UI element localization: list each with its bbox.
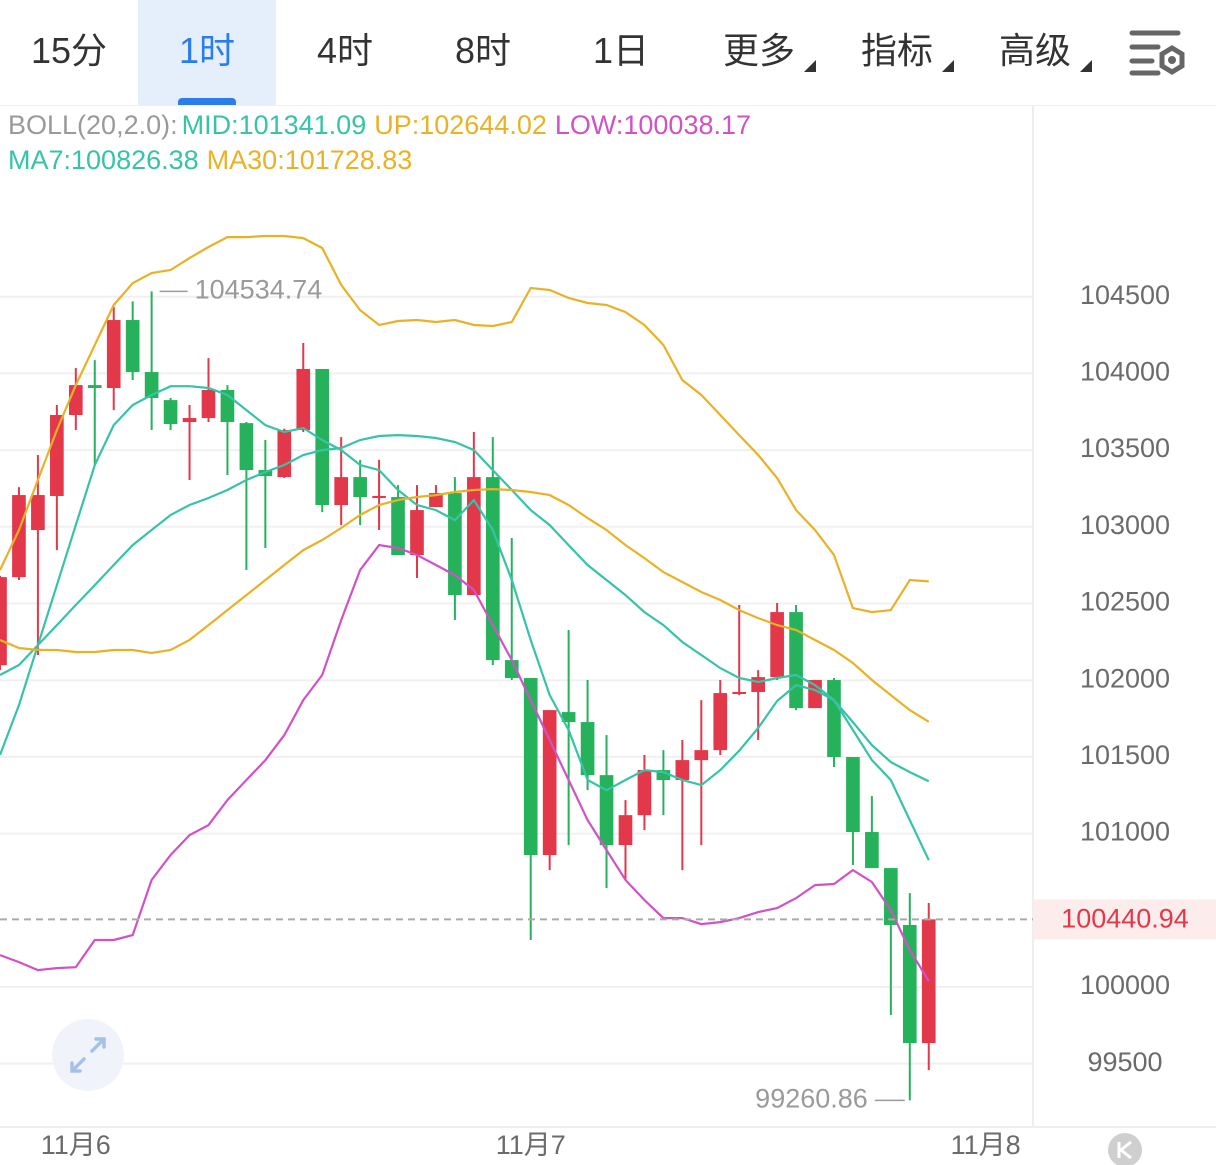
k-button[interactable] bbox=[1108, 1133, 1142, 1165]
candle-body bbox=[561, 712, 576, 723]
indicator-line bbox=[0, 234, 929, 614]
candle-body bbox=[353, 477, 367, 498]
y-tick-label: 101500 bbox=[1080, 740, 1170, 770]
candle-body bbox=[87, 385, 102, 388]
indicator-line bbox=[0, 385, 930, 861]
candle-body bbox=[106, 320, 121, 388]
candle-body bbox=[144, 372, 159, 398]
x-tick-label: 11月8 bbox=[951, 1130, 1021, 1160]
candle-body bbox=[827, 680, 841, 758]
last-price-box bbox=[1033, 899, 1216, 940]
tab[interactable]: 1日 bbox=[592, 30, 650, 71]
expand-button[interactable] bbox=[52, 1019, 124, 1091]
candle-body bbox=[372, 495, 386, 498]
candle-body bbox=[656, 770, 671, 781]
dropdown-arrow bbox=[942, 60, 954, 72]
candle-body bbox=[68, 385, 83, 415]
candle-body bbox=[125, 320, 140, 373]
candle-body bbox=[732, 691, 747, 694]
low-marker-label: 99260.86 bbox=[755, 1083, 868, 1113]
candle-body bbox=[751, 677, 765, 692]
tab[interactable]: 1时 bbox=[138, 0, 276, 105]
y-tick-label: 102500 bbox=[1080, 587, 1170, 617]
candle-body bbox=[713, 693, 728, 751]
candle-body bbox=[315, 368, 330, 506]
y-tick-label: 101000 bbox=[1080, 817, 1170, 847]
tab-bar: 15分 1时 4时 8时 1日 更多 指标 高级 bbox=[0, 0, 1216, 106]
candle-body bbox=[239, 423, 254, 471]
candle-body bbox=[201, 389, 216, 419]
candle-body bbox=[12, 495, 26, 578]
dropdown-arrow bbox=[804, 60, 816, 72]
candle-body bbox=[599, 775, 614, 846]
candle-body bbox=[580, 722, 595, 776]
y-tick-label: 103500 bbox=[1080, 433, 1170, 463]
tab[interactable]: 15分 bbox=[30, 30, 108, 71]
x-tick-label: 11月7 bbox=[496, 1130, 566, 1160]
candle-body bbox=[391, 497, 405, 556]
tab[interactable]: 更多 bbox=[722, 30, 795, 71]
grid bbox=[0, 295, 1033, 1065]
y-tick-label: 103000 bbox=[1080, 510, 1170, 540]
candle-body bbox=[163, 400, 178, 425]
legend-entry: UP:102644.02 bbox=[374, 110, 547, 140]
x-tick-label: 11月6 bbox=[41, 1130, 111, 1160]
candle-body bbox=[504, 660, 519, 679]
overlay: 99500 100000 101000 101500 102000 102500 10300… bbox=[0, 275, 1216, 1160]
candle-body bbox=[0, 577, 7, 666]
last-price-label: 100440.94 bbox=[1061, 903, 1189, 933]
y-tick-label: 100000 bbox=[1080, 970, 1170, 1000]
candle-body bbox=[618, 815, 633, 846]
candle-body bbox=[675, 760, 690, 781]
candle-body bbox=[921, 919, 936, 1044]
candle-body bbox=[902, 924, 917, 1044]
y-tick-label: 104500 bbox=[1080, 280, 1170, 310]
candle-body bbox=[467, 477, 481, 596]
candle-body bbox=[410, 510, 424, 556]
candle-body bbox=[770, 612, 784, 678]
candle-body bbox=[884, 868, 898, 925]
y-tick-label: 102000 bbox=[1080, 663, 1170, 693]
legend-entry: LOW:100038.17 bbox=[554, 110, 752, 140]
y-tick-label: 99500 bbox=[1087, 1047, 1162, 1077]
candle-body bbox=[334, 477, 348, 506]
legend-entry: MA7:100826.38 bbox=[8, 145, 199, 175]
high-marker-label: 104534.74 bbox=[195, 275, 323, 305]
tab[interactable]: 4时 bbox=[316, 30, 374, 71]
tab[interactable]: 指标 bbox=[860, 30, 933, 71]
dropdown-arrow bbox=[1080, 60, 1092, 72]
legend-entry: MA30:101728.83 bbox=[206, 145, 413, 175]
candle-body bbox=[31, 495, 45, 531]
candle-body bbox=[789, 612, 803, 709]
settings-icon[interactable] bbox=[1128, 28, 1190, 78]
indicator-line bbox=[0, 543, 930, 982]
y-tick-label: 104000 bbox=[1080, 357, 1170, 387]
candle-body bbox=[694, 750, 709, 761]
legend-row: MA7:100826.38 MA30:101728.83 bbox=[8, 143, 759, 178]
indicator-line bbox=[0, 487, 930, 723]
candle-body bbox=[296, 368, 311, 431]
candle-body bbox=[182, 418, 197, 423]
plot-area bbox=[0, 234, 936, 1101]
candle-body bbox=[277, 430, 292, 478]
tab[interactable]: 8时 bbox=[454, 30, 512, 71]
legend-row: BOLL(20,2.0): MID:101341.09 UP:102644.02 LO… bbox=[8, 108, 759, 143]
candle-body bbox=[523, 678, 538, 856]
indicator-line bbox=[0, 433, 930, 783]
candle-body bbox=[50, 414, 64, 496]
candle-body bbox=[637, 770, 652, 816]
legend: BOLL(20,2.0): MID:101341.09 UP:102644.02 LO… bbox=[8, 108, 759, 178]
indicator-label: BOLL(20,2.0): bbox=[8, 110, 178, 140]
candle-body bbox=[846, 757, 860, 833]
candle-body bbox=[865, 832, 879, 869]
tab[interactable]: 高级 bbox=[998, 30, 1071, 71]
legend-entry: MID:101341.09 bbox=[181, 110, 367, 140]
candle-body bbox=[429, 493, 443, 508]
